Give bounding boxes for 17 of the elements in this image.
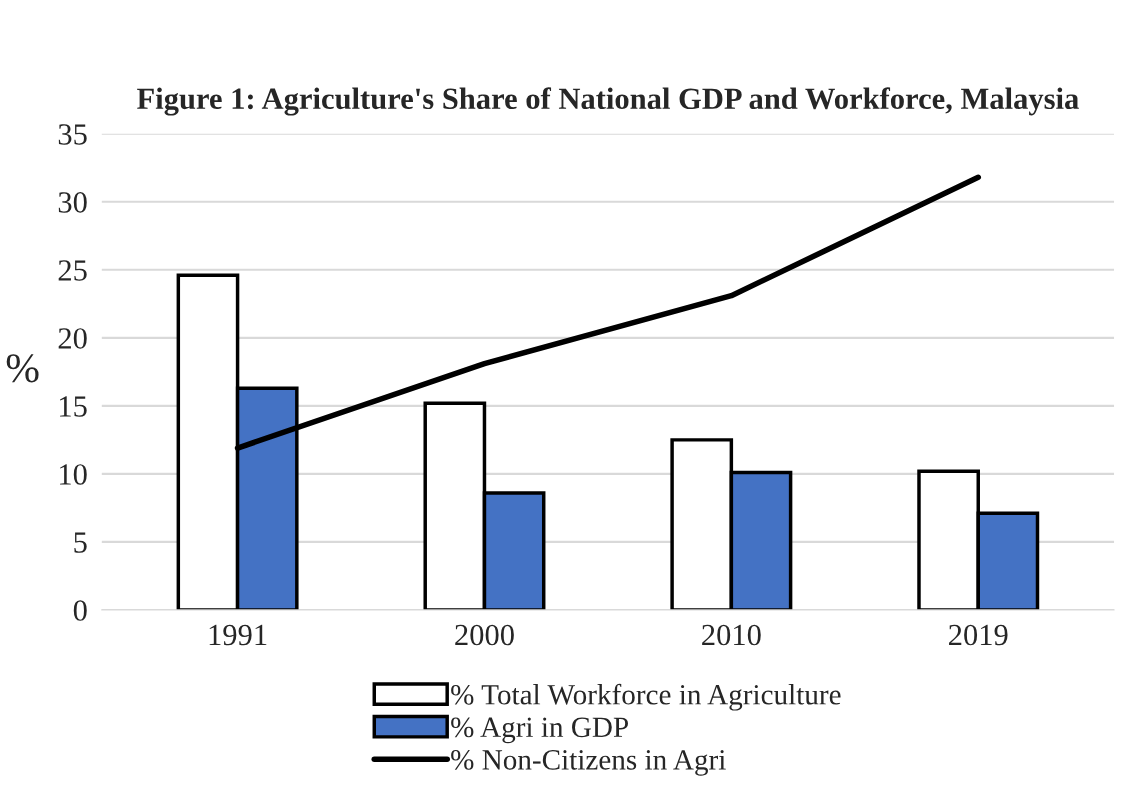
chart-title: Figure 1: Agriculture's Share of National GDP and Workforce, Malaysia — [137, 87, 1079, 116]
y-tick-label: 35 — [58, 124, 87, 145]
x-tick-label: 1991 — [209, 624, 267, 646]
y-tick-label: 25 — [58, 260, 87, 281]
y-tick-label: 5 — [74, 532, 87, 553]
y-tick-label: 15 — [60, 396, 87, 417]
y-axis-title: % — [6, 354, 39, 383]
legend-label: % Agri in GDP — [451, 717, 628, 744]
x-tick-label: 2010 — [702, 624, 761, 646]
y-tick-label: 10 — [60, 464, 87, 485]
y-tick-label: 30 — [58, 192, 87, 213]
legend-label: % Total Workforce in Agriculture — [451, 683, 841, 711]
x-tick-label: 2019 — [949, 624, 1008, 646]
y-tick-label: 20 — [58, 328, 87, 349]
legend-label: % Non-Citizens in Agri — [451, 750, 726, 776]
y-tick-label: 0 — [73, 600, 87, 621]
x-tick-label: 2000 — [455, 624, 514, 646]
